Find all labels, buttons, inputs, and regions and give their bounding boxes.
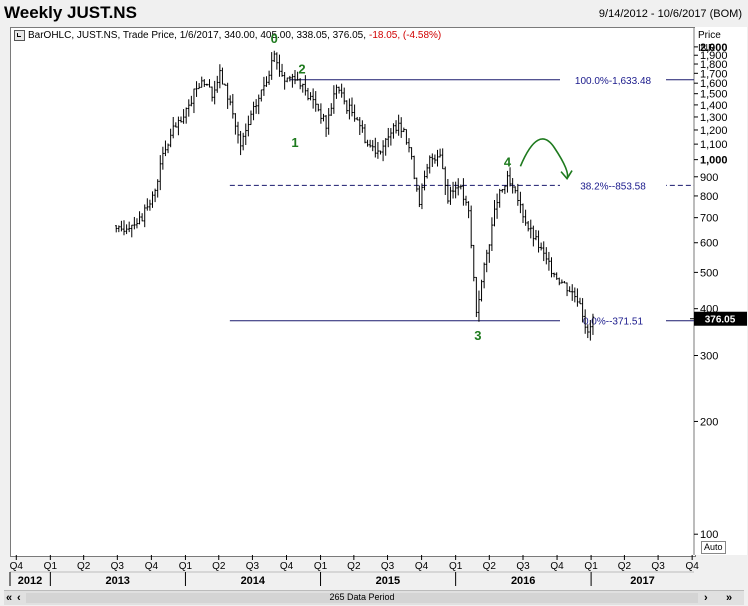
x-tick-label: Q2 [347,561,361,572]
legend-change: -18.05, (-4.58%) [368,30,442,41]
scroll-start-button[interactable]: « [6,592,13,604]
fib-level-label: 0.0%--371.51 [583,317,643,328]
last-price-box [694,311,747,326]
wave-label: 2 [298,61,305,76]
x-tick-label: Q3 [516,561,530,572]
fib-level-label: 38.2%--853.58 [580,181,646,192]
plot-area[interactable] [10,27,696,557]
y-tick-label: 1,600 [700,78,728,90]
year-label: 2014 [241,575,266,587]
scroll-end-button[interactable]: » [726,592,733,604]
y-tick-label: 500 [700,267,718,279]
price-axis-title: Price [698,30,721,41]
chart-title: Weekly JUST.NS [4,3,137,22]
scroll-bar[interactable]: « ‹ 265 Data Period › » [4,590,744,605]
x-tick-label: Q2 [212,561,226,572]
y-tick-label: 200 [700,416,718,428]
fib-label-bg [560,74,666,85]
date-range: 9/14/2012 - 10/6/2017 (BOM) [598,8,742,20]
y-tick-label: 1,400 [700,100,728,112]
x-tick-label: Q3 [111,561,125,572]
x-tick-label: Q4 [10,561,24,572]
year-label: 2015 [376,575,400,587]
y-tick-label: 1,700 [700,68,728,80]
series-legend: BarOHLC, JUST.NS, Trade Price, 1/6/2017,… [14,30,441,41]
wave-label: 4 [504,154,512,169]
year-label: 2013 [105,575,129,587]
x-tick-label: Q1 [449,561,463,572]
x-tick-label: Q4 [145,561,159,572]
y-tick-label: 300 [700,350,718,362]
wave-label: 1 [291,135,298,150]
x-tick-label: Q4 [415,561,429,572]
bar-chart-icon[interactable] [14,30,25,41]
auto-scale-button[interactable]: Auto [701,541,726,554]
x-tick-label: Q1 [44,561,58,572]
last-price-label: 376.05 [705,315,736,326]
annotation-arrow [519,138,569,179]
ohlc-bars [115,50,595,341]
scroll-track[interactable]: 265 Data Period [26,592,698,603]
x-tick-label: Q2 [618,561,632,572]
x-tick-label: Q4 [280,561,294,572]
y-tick-label: 1,500 [700,89,728,101]
y-tick-label: 100 [700,529,718,541]
y-tick-label: 700 [700,213,718,225]
x-tick-label: Q3 [381,561,395,572]
currency-label: INR [698,43,716,54]
x-tick-label: Q1 [314,561,328,572]
y-tick-label: 600 [700,238,718,250]
x-tick-label: Q3 [246,561,260,572]
y-tick-label: 800 [700,191,718,203]
price-axis-panel[interactable] [695,27,747,555]
fib-label-bg [560,180,666,191]
legend-text: BarOHLC, JUST.NS, Trade Price, 1/6/2017,… [28,30,366,41]
x-tick-label: Q2 [483,561,497,572]
x-tick-label: Q2 [77,561,91,572]
year-label: 2012 [18,575,42,587]
y-tick-label: 1,300 [700,112,728,124]
fib-label-bg [560,315,666,326]
data-period-label: 265 Data Period [329,592,395,602]
x-tick-label: Q1 [584,561,598,572]
wave-label: 0 [271,31,278,46]
y-tick-label: 1,000 [700,155,728,167]
y-tick-label: 2,000 [700,42,728,54]
x-tick-label: Q4 [550,561,564,572]
fib-level-label: 100.0%-1,633.48 [575,76,652,87]
x-tick-label: Q4 [685,561,699,572]
y-tick-label: 1,200 [700,125,728,137]
y-tick-label: 900 [700,172,718,184]
y-tick-label: 1,900 [700,50,728,62]
year-label: 2017 [630,575,654,587]
x-tick-label: Q1 [179,561,193,572]
wave-label: 3 [474,328,481,343]
y-tick-label: 1,100 [700,139,728,151]
scroll-forward-button[interactable]: › [704,592,708,604]
year-label: 2016 [511,575,535,587]
x-tick-label: Q3 [651,561,665,572]
arrow-head [560,170,573,180]
scroll-back-button[interactable]: ‹ [17,592,21,604]
y-tick-label: 1,800 [700,59,728,71]
